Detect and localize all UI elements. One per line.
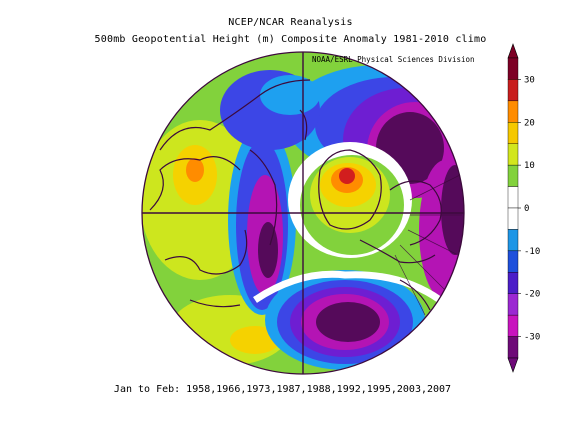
field-trough-darkpurple	[258, 222, 278, 278]
colorbar-swatch	[507, 293, 519, 316]
title-line-2: 500mb Geopotential Height (m) Composite …	[94, 34, 487, 45]
field-asia-orange	[186, 158, 204, 182]
colorbar-swatch	[507, 272, 519, 294]
colorbar-tick-label: 30	[524, 75, 535, 85]
colorbar-tick-label: -30	[524, 333, 540, 343]
field-east-darkpurple	[441, 165, 464, 255]
field-sw-yellow	[230, 326, 280, 354]
colorbar-tick-label: -10	[524, 247, 540, 257]
coastlines	[149, 79, 442, 311]
colorbar-swatch	[507, 164, 519, 187]
colorbar-swatch	[507, 336, 519, 359]
credit-label: NOAA/ESRL Physical Sciences Division	[312, 55, 475, 64]
colorbar-swatch	[507, 100, 519, 123]
field-south-darkpurple	[316, 302, 380, 342]
colorbar-swatch	[507, 57, 519, 80]
colorbar-swatch	[507, 143, 519, 166]
map-outline	[141, 51, 465, 375]
map-grid	[394, 174, 462, 316]
colorbar-swatch	[507, 207, 519, 230]
colorbar-tick-label: 10	[524, 161, 535, 171]
colorbar-swatch	[507, 314, 519, 337]
title-line-1: NCEP/NCAR Reanalysis	[228, 17, 353, 28]
field-zero-contour	[253, 270, 443, 303]
colorbar-swatch	[507, 250, 519, 273]
colorbar-tick-label: -20	[524, 290, 540, 300]
field-arctic-lightblue	[260, 75, 320, 115]
colorbar-body: 30 20 10 0 -10 -20 -30	[507, 43, 540, 373]
colorbar-top-arrow	[507, 43, 519, 59]
composite-years: Jan to Feb: 1958,1966,1973,1987,1988,199…	[113, 384, 452, 395]
colorbar-bottom-arrow	[507, 357, 519, 373]
colorbar-swatch	[507, 186, 519, 209]
colorbar-swatch	[507, 229, 519, 252]
colorbar-tick-label: 0	[524, 204, 529, 214]
colorbar-tick-label: 20	[524, 118, 535, 128]
field-center-red	[339, 168, 355, 184]
colorbar-swatch	[507, 122, 519, 144]
colorbar: 30 20 10 0 -10 -20 -30	[507, 43, 540, 373]
colorbar-swatch	[507, 79, 519, 102]
anomaly-field	[142, 52, 464, 374]
